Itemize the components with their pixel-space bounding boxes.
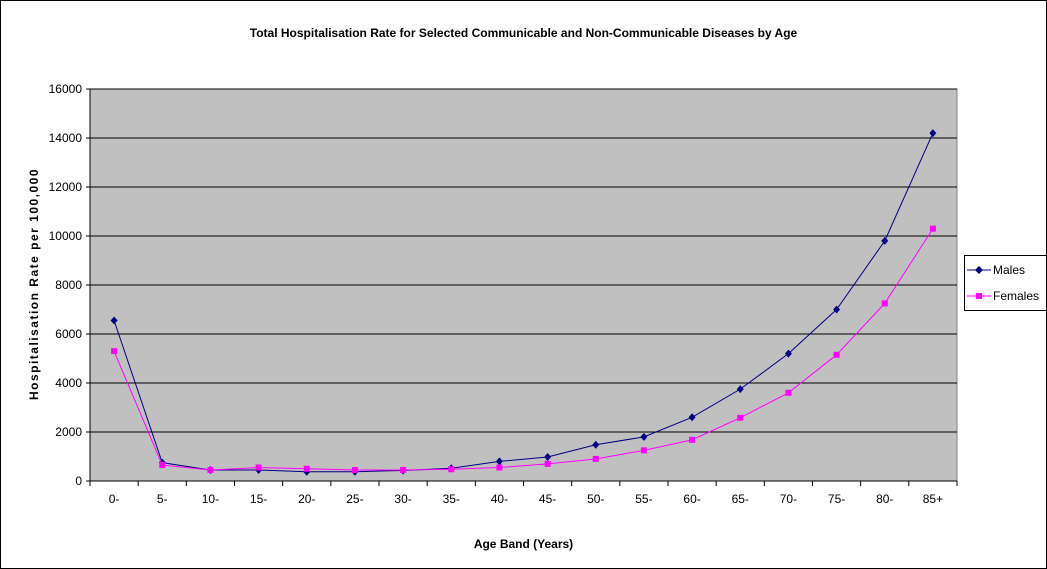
point-females-2	[207, 466, 214, 473]
series-line-males	[113, 132, 934, 473]
point-males-13	[736, 385, 744, 394]
point-males-10	[592, 440, 600, 449]
point-females-15	[833, 351, 840, 358]
point-females-12	[689, 436, 696, 443]
point-females-7	[448, 466, 455, 473]
x-tick-label-14: 70-	[780, 492, 797, 506]
point-females-8	[496, 464, 503, 471]
x-tick-label-6: 30-	[394, 492, 411, 506]
point-females-4	[303, 465, 310, 472]
point-males-0	[110, 316, 118, 325]
x-tick-label-8: 40-	[491, 492, 508, 506]
y-tick-label-2000: 2000	[55, 425, 82, 439]
series-line-females	[113, 228, 934, 471]
legend-label-males: Males	[993, 263, 1026, 277]
point-females-5	[351, 466, 358, 473]
legend-item-females: Females	[967, 288, 1039, 304]
x-tick-label-3: 15-	[250, 492, 267, 506]
chart-title: Total Hospitalisation Rate for Selected …	[249, 26, 798, 40]
x-tick-label-13: 65-	[732, 492, 749, 506]
x-tick-label-16: 80-	[876, 492, 893, 506]
x-axis-label: Age Band (Years)	[473, 537, 574, 551]
point-males-11	[640, 432, 648, 441]
point-females-17	[929, 225, 936, 232]
x-tick-label-17: 85+	[923, 492, 943, 506]
point-females-1	[159, 462, 166, 469]
y-axis-label: Hospitalisation Rate per 100,000	[27, 167, 41, 401]
point-males-8	[495, 457, 503, 466]
point-males-17	[929, 129, 937, 138]
point-females-9	[544, 460, 551, 467]
legend-swatch-females	[967, 293, 991, 299]
point-females-13	[737, 414, 744, 421]
legend-item-males: Males	[967, 262, 1025, 278]
point-females-16	[881, 300, 888, 307]
point-females-3	[255, 464, 262, 471]
x-tick-label-12: 60-	[683, 492, 700, 506]
point-males-9	[544, 452, 552, 461]
x-tick-label-0: 0-	[109, 492, 120, 506]
y-tick-label-16000: 16000	[49, 82, 83, 96]
y-tick-label-4000: 4000	[55, 376, 82, 390]
x-tick-label-1: 5-	[157, 492, 168, 506]
point-females-14	[785, 389, 792, 396]
point-males-12	[688, 413, 696, 422]
y-tick-label-14000: 14000	[49, 131, 83, 145]
y-tick-label-12000: 12000	[49, 180, 83, 194]
legend-label-females: Females	[993, 289, 1040, 303]
y-tick-label-8000: 8000	[55, 278, 82, 292]
point-males-15	[833, 305, 841, 314]
point-males-14	[784, 349, 792, 358]
x-tick-label-9: 45-	[539, 492, 556, 506]
point-females-11	[640, 447, 647, 454]
x-tick-label-15: 75-	[828, 492, 845, 506]
x-tick-label-4: 20-	[298, 492, 315, 506]
x-tick-label-11: 55-	[635, 492, 652, 506]
y-tick-label-6000: 6000	[55, 327, 82, 341]
point-females-10	[592, 455, 599, 462]
x-tick-label-2: 10-	[202, 492, 219, 506]
y-tick-label-10000: 10000	[49, 229, 83, 243]
legend-swatch-males	[967, 266, 991, 274]
x-tick-label-7: 35-	[443, 492, 460, 506]
x-tick-label-10: 50-	[587, 492, 604, 506]
x-tick-label-5: 25-	[346, 492, 363, 506]
point-females-0	[111, 348, 118, 355]
point-males-16	[881, 236, 889, 245]
legend: Males Females	[964, 255, 1047, 311]
y-tick-label-0: 0	[75, 474, 82, 488]
point-females-6	[400, 466, 407, 473]
